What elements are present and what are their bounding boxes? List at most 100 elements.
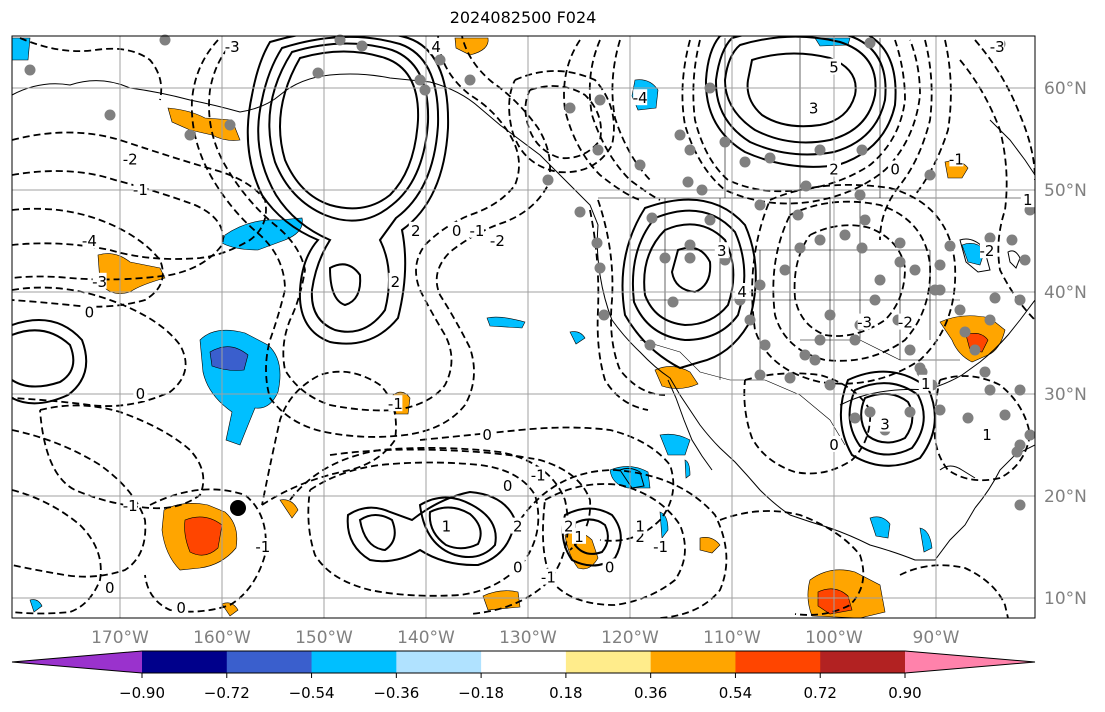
- station-dot: [792, 209, 804, 221]
- station-dot: [984, 314, 996, 326]
- station-dot: [824, 379, 836, 391]
- contour-label-bg: [898, 313, 913, 330]
- station-dot: [674, 129, 686, 141]
- contour-line: [589, 209, 649, 411]
- contour-line: [12, 489, 102, 615]
- contour-line: [12, 319, 88, 405]
- station-dot: [904, 406, 916, 418]
- station-dot: [704, 214, 716, 226]
- contour-label: 0: [890, 161, 900, 179]
- colorbar-segment: [481, 651, 567, 673]
- contour-line: [524, 85, 602, 160]
- colorbar-tick-label: 0.36: [634, 684, 667, 702]
- contour-line: [588, 39, 661, 201]
- coastline: [939, 465, 976, 479]
- station-dot: [659, 252, 671, 264]
- contour-label-bg: [653, 538, 668, 554]
- contour-label-bg: [470, 221, 484, 238]
- contour-label-bg: [888, 160, 903, 177]
- coastline: [959, 238, 991, 273]
- longitude-label: 170°W: [91, 628, 149, 648]
- colorbar-tick-label: −0.36: [373, 684, 419, 702]
- contour-label-bg: [133, 181, 148, 197]
- station-dot: [414, 74, 426, 86]
- colorbar-tick-label: 0.18: [549, 684, 582, 702]
- contour-label-bg: [92, 272, 107, 289]
- longitude-label: 160°W: [193, 628, 251, 648]
- contour-label: -1: [388, 395, 403, 413]
- contour-line: [418, 496, 497, 558]
- station-dot: [814, 234, 826, 246]
- contour-label: 0: [452, 222, 462, 240]
- map-frame: [11, 35, 1036, 619]
- station-dot: [159, 34, 171, 46]
- contour-label-bg: [449, 221, 464, 238]
- contour-label-bg: [408, 221, 423, 238]
- contour-label-bg: [174, 599, 189, 616]
- contour-line: [12, 429, 147, 578]
- contour-line: [631, 209, 746, 342]
- contour-label: 0: [829, 436, 839, 454]
- contour-label: -2: [123, 150, 138, 168]
- station-dot: [759, 339, 771, 351]
- longitude-label: 100°W: [805, 628, 863, 648]
- contour-label: 0: [136, 385, 146, 403]
- contour-line: [643, 223, 735, 327]
- contour-line: [714, 36, 887, 156]
- latitude-label: 30°N: [1044, 385, 1087, 405]
- contour-line: [933, 375, 1031, 482]
- contour-line: [681, 39, 921, 205]
- station-dot: [1024, 429, 1036, 441]
- colorbar-segment: [226, 651, 313, 673]
- colorbar-segment: [565, 651, 652, 673]
- station-dot: [224, 119, 236, 131]
- contour-label-bg: [500, 476, 515, 493]
- contour-line: [772, 200, 932, 362]
- coastline: [1007, 250, 1021, 269]
- shade-patch: [659, 433, 691, 456]
- contour-line: [670, 246, 712, 294]
- station-dot: [962, 412, 974, 424]
- colorbar: −0.90 −0.72 −0.54 −0.36 −0.18 0.18 0.36 0.54 0.7…: [11, 650, 1036, 702]
- station-dot: [856, 144, 868, 156]
- contour-line: [12, 131, 267, 260]
- contour-line: [261, 370, 397, 506]
- station-dot: [909, 264, 921, 276]
- station-dot: [849, 412, 861, 424]
- contour-label-bg: [878, 415, 892, 432]
- contour-label-bg: [633, 517, 648, 534]
- shade-patch: [659, 511, 669, 539]
- contour-label-bg: [1020, 191, 1035, 208]
- contour-label: 0: [176, 599, 186, 617]
- contour-line: [12, 286, 187, 407]
- contour-label: 5: [829, 59, 839, 77]
- contour-line: [12, 207, 164, 308]
- station-dot: [864, 37, 876, 49]
- contour-line: [508, 70, 615, 174]
- contour-line: [144, 488, 267, 613]
- contour-label-bg: [255, 538, 270, 554]
- contour-label-bg: [990, 38, 1005, 55]
- shade-patch: [209, 346, 249, 371]
- station-dot: [754, 369, 766, 381]
- station-dot: [1006, 234, 1018, 246]
- station-dot: [356, 40, 368, 52]
- station-dot: [904, 344, 916, 356]
- contour-label: 2: [391, 273, 401, 291]
- longitude-label-group: 170°W 160°W 150°W 140°W 130°W 120°W 110°W 100°W…: [91, 628, 960, 648]
- contour-label: -3: [92, 273, 107, 291]
- station-dot: [739, 156, 751, 168]
- station-dot: [959, 326, 971, 338]
- contour-line: [328, 263, 362, 307]
- station-dot: [999, 409, 1011, 421]
- contour-label: -3: [225, 38, 240, 56]
- border-line: [800, 339, 960, 361]
- station-dot: [744, 314, 756, 326]
- station-dot: [784, 372, 796, 384]
- longitude-label: 140°W: [397, 628, 455, 648]
- map-title: 2024082500 F024: [449, 8, 597, 27]
- station-dot: [979, 366, 991, 378]
- colorbar-segment: [396, 651, 482, 673]
- station-dot: [799, 349, 811, 361]
